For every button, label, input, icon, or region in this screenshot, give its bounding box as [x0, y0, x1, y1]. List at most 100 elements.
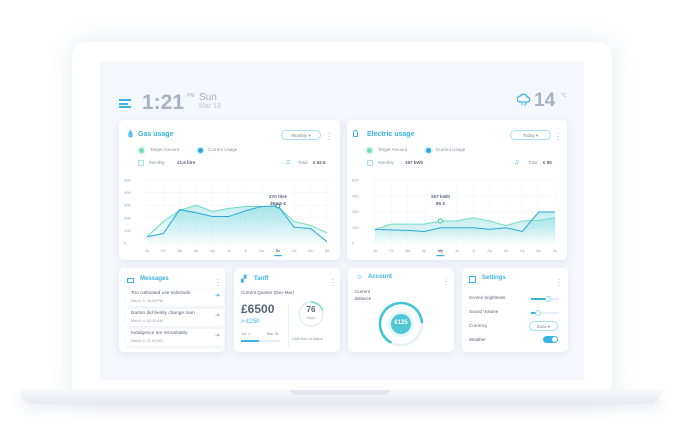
message-text: Too cultivated use solicitude	[131, 291, 191, 296]
user-icon: ☺	[356, 274, 364, 281]
balance-gauge	[378, 301, 424, 347]
weather-label: Weather	[469, 337, 486, 342]
clock-time: 1:21	[142, 91, 185, 114]
currency-dropdown[interactable]: Euro ▾	[529, 321, 558, 331]
y-tick-label: 500	[124, 178, 131, 183]
tariff-delta: > £250	[241, 319, 260, 325]
x-tick-label: Oc	[292, 249, 297, 253]
x-tick-label: De	[325, 249, 330, 253]
gas-legend-current: Current Usage	[208, 147, 238, 152]
x-tick-label: De	[553, 249, 558, 253]
message-date: March 2, 11:20 AM	[131, 339, 163, 343]
x-tick-label: Se	[276, 249, 280, 253]
currency-value: Euro	[536, 324, 547, 329]
current-legend-dot	[198, 148, 203, 153]
days-value: 76	[306, 305, 316, 314]
y-tick-label: 100	[124, 228, 131, 233]
tariff-more-icon[interactable]: · · ·	[331, 275, 335, 290]
current-legend-dot	[426, 148, 431, 153]
x-tick-label: Jl	[244, 249, 247, 253]
message-item[interactable]: Barton did feebly change man March 4, 02:…	[126, 309, 224, 326]
target-legend-dot	[367, 148, 372, 153]
series-line	[374, 217, 556, 230]
x-tick-label: Ma	[405, 249, 410, 253]
gas-more-icon[interactable]: · · ·	[327, 129, 331, 144]
gas-monthly-label: Monthly	[149, 160, 165, 165]
laptop-notch	[290, 390, 390, 395]
volume-label: Sound Volume	[469, 309, 499, 314]
receipt-icon: ♫	[285, 159, 291, 166]
x-tick-label: Ma	[177, 249, 182, 253]
gas-chart: 0 100 200 300 400 500 Ja Fe Ma Ap My Ju Jl Au Se Oc No De…	[124, 178, 331, 257]
gas-monthly-value: 41.6 litre	[177, 160, 196, 165]
x-tick-label: Au	[487, 249, 491, 253]
gas-period-value: Monthly	[291, 133, 308, 138]
tariff-title: Tariff	[254, 276, 269, 282]
x-tick-label: Fe	[161, 249, 165, 253]
balance-label-1: Current	[355, 289, 371, 294]
gas-title: Gas usage	[138, 131, 174, 138]
electric-total-value: € 95	[543, 160, 552, 165]
tariff-subtitle: Current Quarter (Dec-Mar)	[241, 290, 295, 295]
messages-more-icon[interactable]: · · ·	[216, 275, 220, 290]
y-tick-label: 200	[124, 215, 131, 220]
y-tick-label: 600	[352, 178, 359, 183]
arrow-right-icon: ➜	[214, 333, 220, 339]
electric-period-dropdown[interactable]: Today ▾	[510, 130, 551, 140]
x-tick-label: My	[210, 249, 215, 253]
account-more-icon[interactable]: · · ·	[444, 274, 448, 289]
x-tick-label: Ja	[373, 249, 377, 253]
message-item[interactable]: Indulgence ten remarkably March 2, 11:20 …	[126, 329, 224, 346]
y-tick-label: 150	[352, 225, 359, 230]
tooltip-text: 270 litre	[269, 194, 287, 200]
target-legend-dot	[139, 148, 144, 153]
lightbulb-icon	[353, 130, 358, 137]
settings-icon	[469, 276, 476, 283]
balance-value: €125	[394, 320, 408, 326]
x-highlight-bar	[273, 255, 282, 257]
x-tick-label: Ju	[455, 249, 459, 253]
x-tick-label: No	[308, 249, 313, 253]
messages-card: Messages · · · Too cultivated use solicitu…	[119, 268, 225, 352]
gas-legend-target: Target Amount	[150, 147, 180, 152]
electric-monthly-label: Monthly	[378, 160, 394, 165]
electric-more-icon[interactable]: · · ·	[556, 129, 560, 144]
brightness-slider[interactable]	[531, 296, 559, 302]
currency-label: Currency	[469, 323, 488, 328]
y-tick-label: 300	[124, 203, 131, 208]
x-tick-label: Oc	[520, 249, 525, 253]
message-date: March 5, 08:05 PM	[131, 299, 164, 303]
message-item[interactable]: Too cultivated use solicitude March 5, 08…	[126, 289, 224, 306]
electric-period-value: Today	[522, 133, 535, 138]
days-ring	[298, 301, 324, 327]
x-tick-label: Fe	[389, 249, 393, 253]
gas-total-value: € 62.5	[313, 160, 326, 165]
volume-slider[interactable]	[531, 310, 559, 316]
weather-toggle[interactable]	[543, 336, 558, 343]
calendar-icon	[367, 160, 373, 166]
tariff-end: Mar 31	[267, 332, 279, 336]
electric-monthly-value: 157 kWh	[405, 160, 424, 165]
x-tick-label: My	[438, 249, 443, 253]
menu-icon[interactable]	[119, 99, 131, 108]
mail-icon	[127, 278, 134, 283]
receipt-icon: ♫	[514, 159, 520, 166]
days-caption: Until End of March	[292, 337, 324, 341]
y-tick-label: 0	[352, 241, 355, 246]
messages-title: Messages	[140, 276, 169, 282]
y-tick-label: 400	[124, 190, 131, 195]
electric-title: Electric usage	[367, 131, 415, 138]
tariff-progress-bar	[241, 340, 280, 342]
arrow-right-icon: ➜	[214, 313, 220, 319]
electric-total-label: Total	[528, 160, 538, 165]
message-text: Indulgence ten remarkably	[131, 331, 188, 336]
gas-period-dropdown[interactable]: Monthly ▾	[281, 130, 321, 140]
settings-more-icon[interactable]: · · ·	[557, 275, 561, 290]
account-title: Account	[368, 274, 392, 280]
tariff-amount: £6500	[241, 302, 275, 316]
tariff-card: ▞ Tariff · · · Current Quarter (Dec-Mar) £…	[234, 268, 340, 352]
brightness-label: Screen brightness	[469, 295, 506, 300]
x-tick-label: Jl	[472, 249, 475, 253]
cloud-snow-icon	[517, 93, 531, 106]
x-tick-label: Ap	[194, 249, 198, 253]
